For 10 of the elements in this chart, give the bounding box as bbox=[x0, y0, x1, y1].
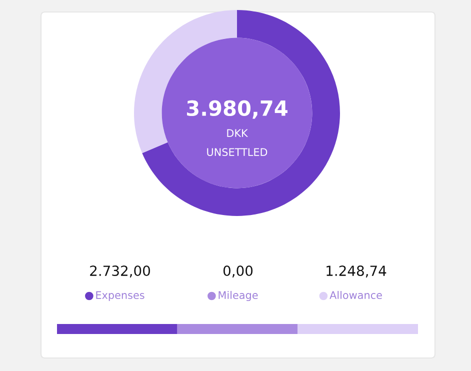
data-label: 1.248,74 bbox=[326, 266, 386, 278]
text: 0,00 bbox=[223, 266, 253, 278]
legend-label: Allowance bbox=[330, 290, 382, 300]
data-label: 2.732,00 bbox=[90, 266, 150, 278]
donut-slice bbox=[142, 10, 340, 216]
text: DKK bbox=[227, 129, 248, 137]
text: 3.980,74 bbox=[186, 100, 288, 119]
legend-label: Mileage bbox=[218, 290, 258, 302]
text: UNSETTLED bbox=[207, 148, 268, 156]
legend-label: Expenses bbox=[96, 291, 144, 302]
